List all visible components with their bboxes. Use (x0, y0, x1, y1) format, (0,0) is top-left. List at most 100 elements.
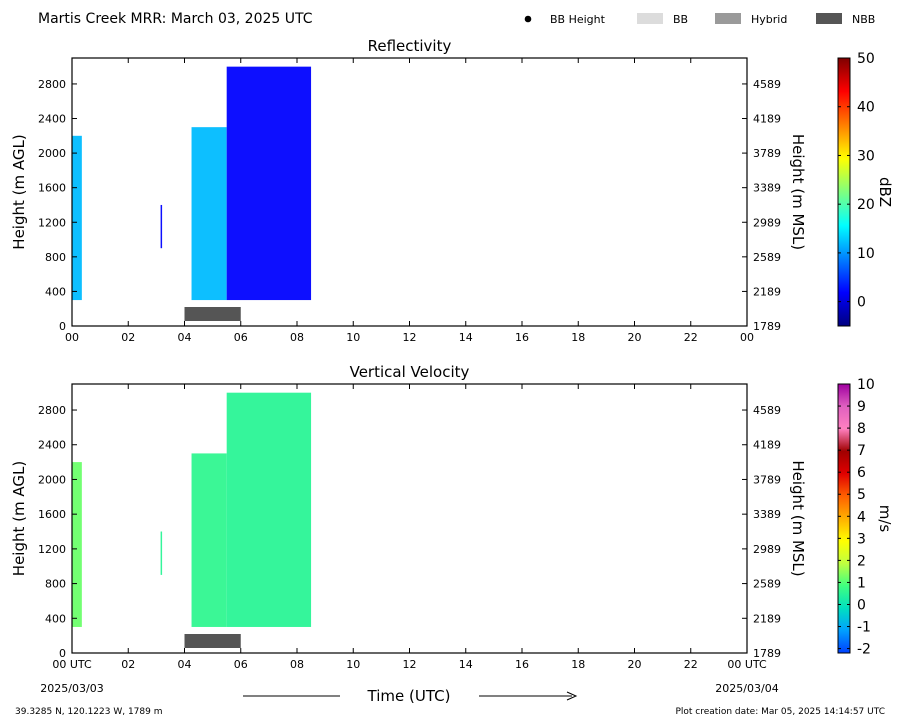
echo-region (72, 462, 82, 627)
colorbar-tick-label: 20 (857, 197, 875, 213)
y-tick-label-right: 4589 (753, 404, 781, 417)
y-tick-label: 2800 (38, 404, 66, 417)
x-tick-label: 14 (459, 658, 473, 671)
legend-swatch-nbb (816, 13, 842, 24)
y-tick-label-right: 2989 (753, 216, 781, 229)
colorbar-tick-label: 10 (857, 377, 875, 393)
y-tick-label: 800 (45, 578, 66, 591)
x-tick-label: 20 (628, 658, 642, 671)
bright-band-bar (184, 307, 241, 321)
echo-region (226, 392, 312, 627)
x-tick-label: 06 (234, 331, 248, 344)
y-tick-label: 0 (59, 647, 66, 660)
y-tick-label-right: 3389 (753, 508, 781, 521)
legend-swatch-hybrid (715, 13, 741, 24)
plot-creation-date: Plot creation date: Mar 05, 2025 14:14:5… (675, 707, 885, 717)
x-tick-label: 16 (515, 331, 529, 344)
colorbar-tick-label: 1 (857, 575, 866, 591)
colorbar-tick-label: 2 (857, 553, 866, 569)
x-tick-label: 18 (571, 331, 585, 344)
x-tick-label: 02 (121, 658, 135, 671)
x-tick-label: 02 (121, 331, 135, 344)
y-tick-label: 2000 (38, 473, 66, 486)
echo-region (226, 66, 312, 301)
legend-label-hybrid: Hybrid (751, 13, 787, 26)
end-date-label: 2025/03/04 (715, 682, 778, 695)
y-tick-label: 1600 (38, 182, 66, 195)
y-tick-label: 0 (59, 320, 66, 333)
panel-title: Vertical Velocity (350, 363, 470, 381)
x-tick-label: 04 (178, 658, 192, 671)
y-tick-label: 2400 (38, 113, 66, 126)
echo-region (160, 204, 163, 249)
y-tick-label-right: 3789 (753, 473, 781, 486)
colorbar-tick-label: 3 (857, 531, 866, 547)
y-axis-label-right: Height (m MSL) (789, 134, 807, 250)
y-tick-label-right: 2589 (753, 251, 781, 264)
colorbar-tick-label: -2 (857, 642, 871, 658)
plot-area (72, 58, 747, 326)
y-axis-label: Height (m AGL) (10, 134, 28, 249)
x-tick-label: 18 (571, 658, 585, 671)
location-label: 39.3285 N, 120.1223 W, 1789 m (15, 707, 163, 717)
x-tick-label: 22 (684, 658, 698, 671)
y-tick-label: 1600 (38, 508, 66, 521)
y-tick-label-right: 1789 (753, 647, 781, 660)
x-tick-label: 10 (346, 331, 360, 344)
y-axis-label-right: Height (m MSL) (789, 460, 807, 576)
y-tick-label: 2400 (38, 439, 66, 452)
x-tick-label: 06 (234, 658, 248, 671)
colorbar-tick-label: 8 (857, 421, 866, 437)
y-tick-label-right: 3789 (753, 147, 781, 160)
colorbar-tick-label: 0 (857, 295, 866, 311)
echo-region (191, 127, 227, 301)
start-date-label: 2025/03/03 (40, 682, 103, 695)
y-tick-label: 2800 (38, 78, 66, 91)
legend-label-bb: BB (673, 13, 688, 26)
echo-region (72, 135, 82, 301)
colorbar-tick-label: 4 (857, 509, 866, 525)
x-tick-label: 22 (684, 331, 698, 344)
x-tick-label: 20 (628, 331, 642, 344)
colorbar-tick-label: 40 (857, 100, 875, 116)
y-tick-label-right: 2989 (753, 543, 781, 556)
y-tick-label: 1200 (38, 216, 66, 229)
bright-band-bar (184, 634, 241, 648)
echo-region (191, 453, 227, 627)
y-tick-label-right: 3389 (753, 182, 781, 195)
x-tick-label: 08 (290, 331, 304, 344)
y-tick-label-right: 2189 (753, 285, 781, 298)
panel-title: Reflectivity (368, 37, 452, 55)
x-tick-label: 14 (459, 331, 473, 344)
colorbar-tick-label: 6 (857, 465, 866, 481)
x-tick-label: 10 (346, 658, 360, 671)
y-tick-label-right: 2589 (753, 578, 781, 591)
legend-label-nbb: NBB (852, 13, 875, 26)
y-tick-label: 400 (45, 285, 66, 298)
colorbar-label: dBZ (876, 177, 894, 207)
y-tick-label: 2000 (38, 147, 66, 160)
time-arrow-head (566, 691, 578, 701)
colorbar-tick-label: 9 (857, 399, 866, 415)
echo-region (160, 531, 163, 575)
y-tick-label-right: 4189 (753, 113, 781, 126)
x-tick-label: 00 UTC (52, 658, 92, 671)
header-legend: BB Height BB Hybrid NBB (524, 13, 875, 26)
x-tick-label: 12 (403, 658, 417, 671)
y-tick-label-right: 4589 (753, 78, 781, 91)
colorbar-tick-label: 5 (857, 487, 866, 503)
colorbar-tick-label: -1 (857, 620, 871, 636)
y-axis-label: Height (m AGL) (10, 461, 28, 576)
colorbar-tick-label: 30 (857, 148, 875, 164)
x-axis-label: Time (UTC) (367, 687, 451, 705)
legend-label-bb-height: BB Height (550, 13, 606, 26)
y-tick-label-right: 4189 (753, 439, 781, 452)
x-tick-label: 00 (65, 331, 79, 344)
x-tick-label: 00 (740, 331, 754, 344)
x-tick-label: 12 (403, 331, 417, 344)
y-tick-label-right: 2189 (753, 612, 781, 625)
colorbar (837, 57, 851, 327)
